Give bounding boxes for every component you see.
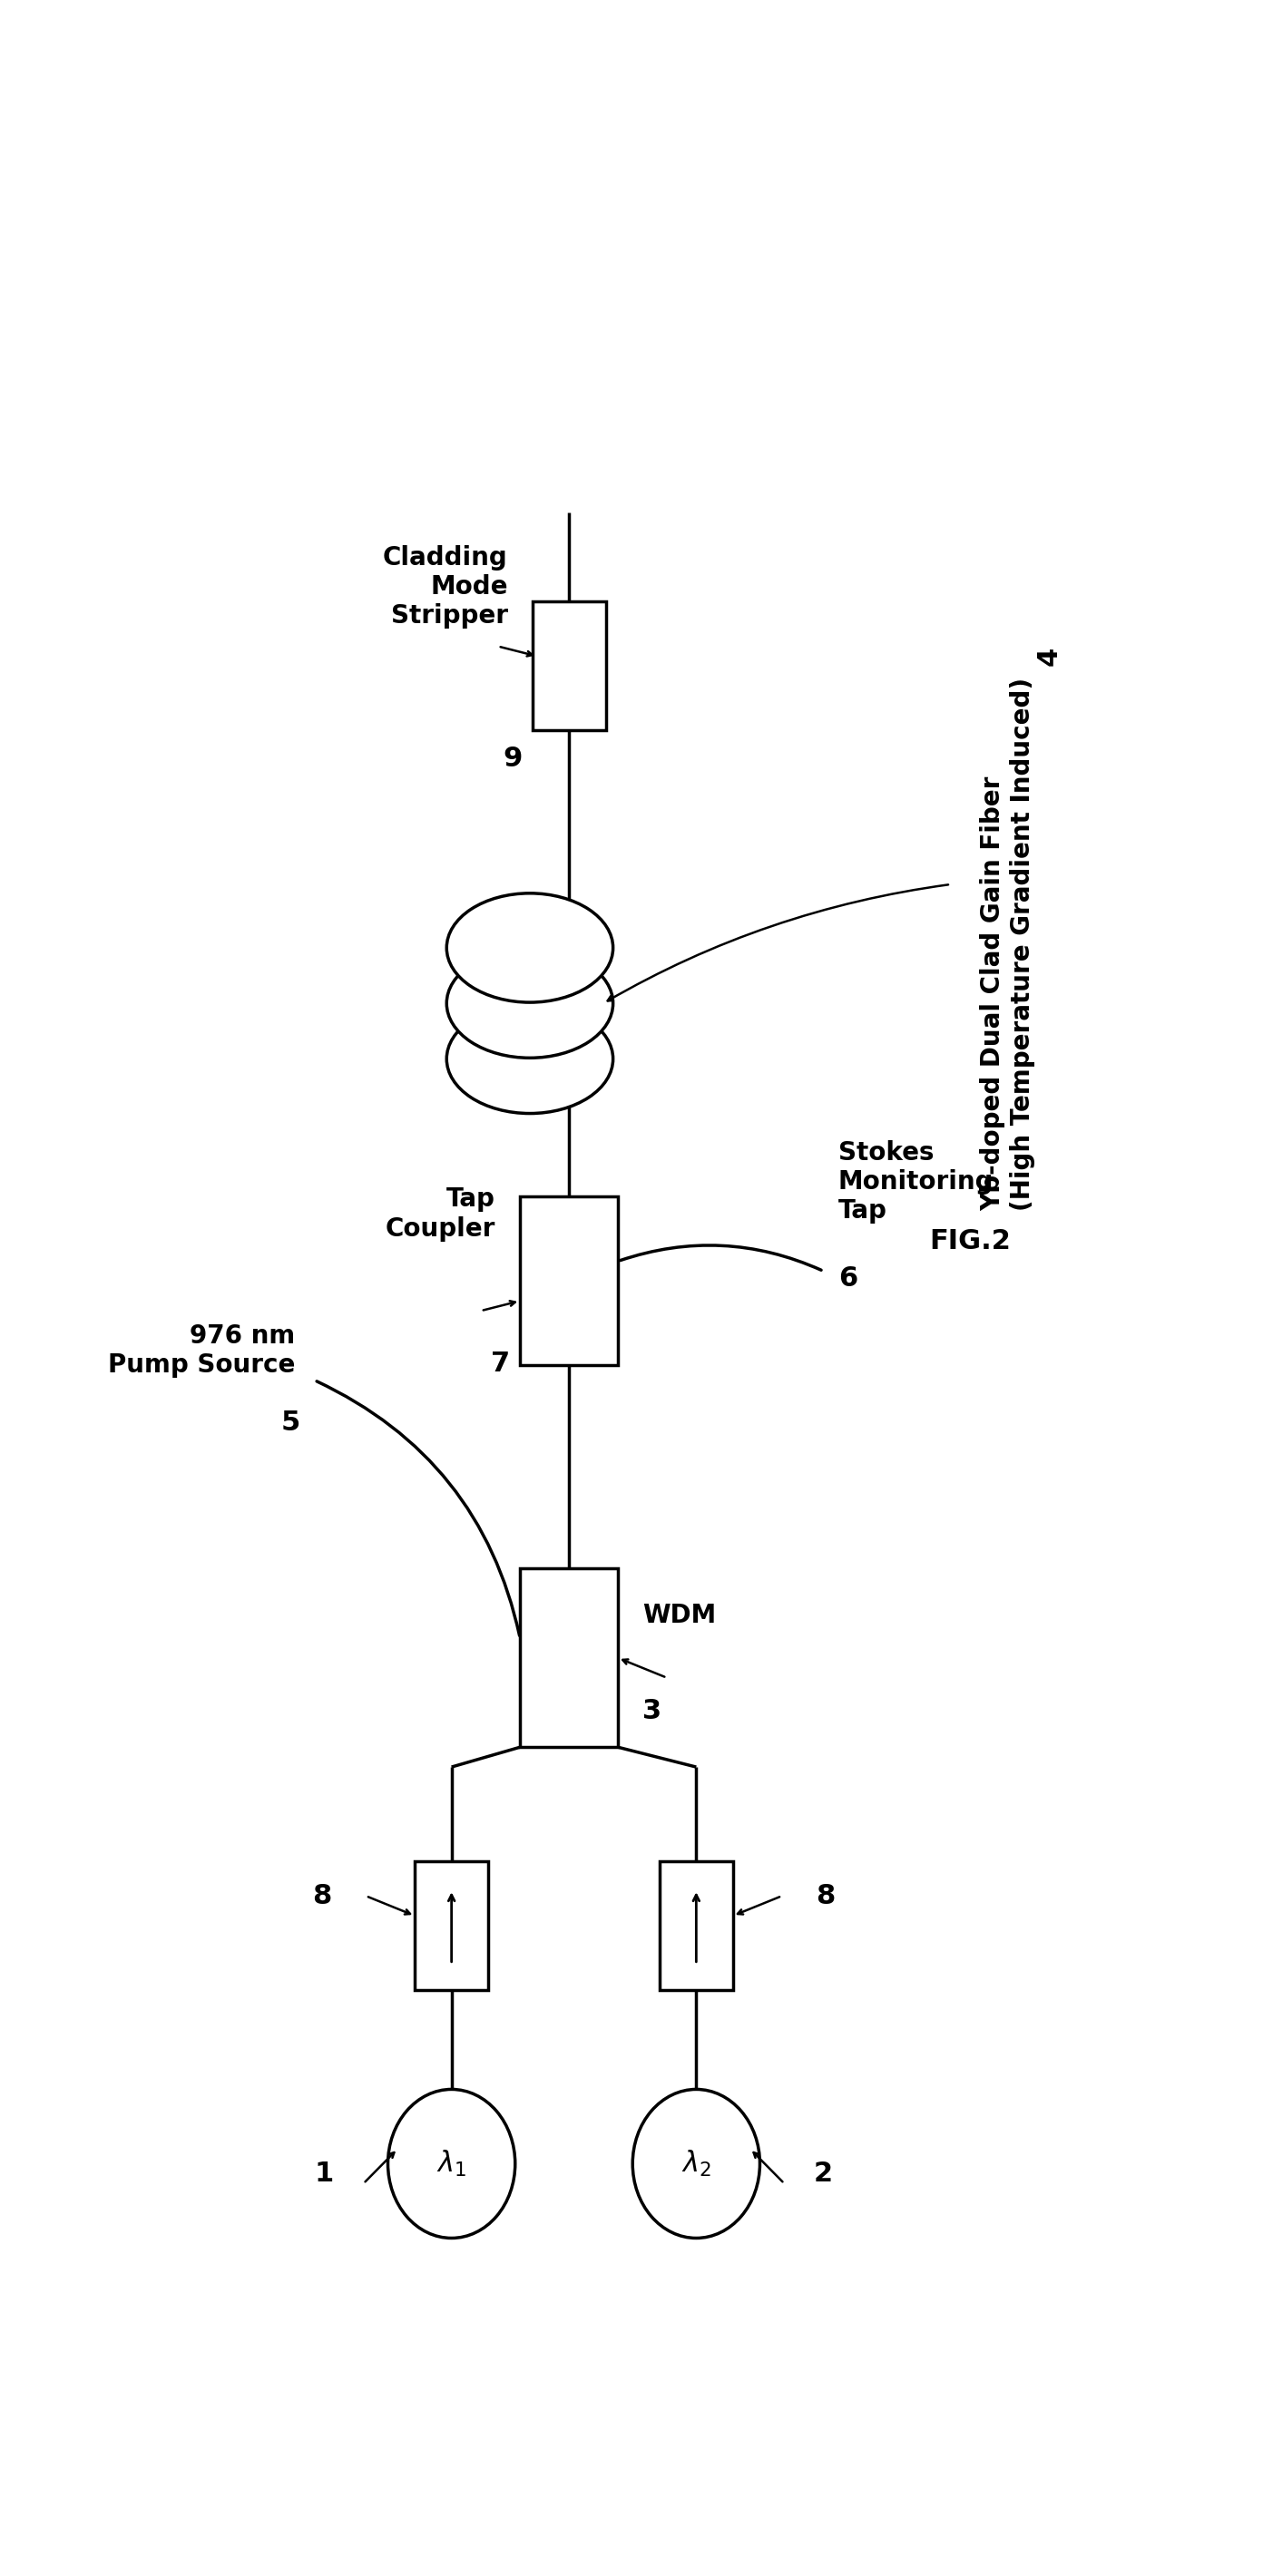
Text: 8: 8	[312, 1883, 332, 1909]
Text: 2: 2	[813, 2161, 832, 2187]
Text: FIG.2: FIG.2	[930, 1229, 1012, 1255]
Bar	[659, 1862, 733, 1991]
Bar	[532, 603, 606, 732]
Text: Tap
Coupler: Tap Coupler	[385, 1188, 495, 1242]
Text: 6: 6	[839, 1265, 858, 1291]
Ellipse shape	[447, 948, 613, 1059]
Text: Cladding
Mode
Stripper: Cladding Mode Stripper	[383, 544, 508, 629]
Ellipse shape	[633, 2089, 760, 2239]
Ellipse shape	[388, 2089, 515, 2239]
Ellipse shape	[447, 1005, 613, 1113]
Text: 1: 1	[314, 2161, 333, 2187]
Bar	[414, 1862, 489, 1991]
Text: 976 nm
Pump Source: 976 nm Pump Source	[107, 1324, 296, 1378]
Bar	[520, 1198, 618, 1365]
Text: Yb-doped Dual Clad Gain Fiber
(High Temperature Gradient Induced): Yb-doped Dual Clad Gain Fiber (High Temp…	[980, 677, 1034, 1211]
Text: $\lambda_2$: $\lambda_2$	[681, 2148, 711, 2179]
Text: Stokes
Monitoring
Tap: Stokes Monitoring Tap	[839, 1139, 994, 1224]
Text: 3: 3	[643, 1698, 662, 1723]
Ellipse shape	[447, 894, 613, 1002]
Text: 5: 5	[280, 1409, 299, 1437]
Text: $\lambda_1$: $\lambda_1$	[437, 2148, 466, 2179]
Text: 8: 8	[816, 1883, 835, 1909]
Bar	[520, 1569, 618, 1747]
Text: WDM: WDM	[643, 1602, 716, 1628]
Text: 4: 4	[1036, 647, 1062, 665]
Text: 9: 9	[503, 744, 523, 773]
Text: 7: 7	[491, 1350, 510, 1376]
